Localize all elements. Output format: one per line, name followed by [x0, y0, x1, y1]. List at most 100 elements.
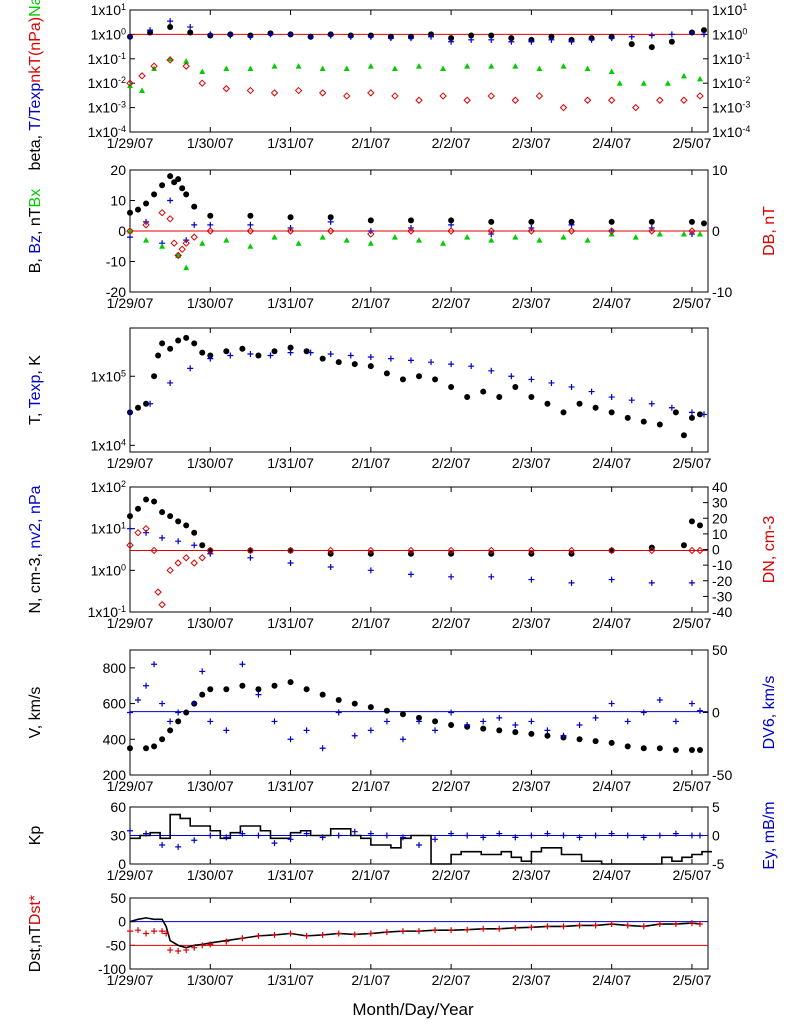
panel-1-series-0-point-11	[207, 212, 214, 219]
panel-3-y2tick-label-2: -20	[712, 573, 732, 589]
panel-5-xtick-label-4: 2/2/07	[432, 867, 471, 883]
panel-1-series-2-point-20	[560, 234, 567, 240]
panel-2-ytick-label-0: 1x104	[91, 437, 126, 453]
panel-3-series-0-point-2	[143, 496, 150, 503]
panel-3-xtick-label-0: 1/29/07	[107, 615, 154, 631]
panel-0-ylabel-part-3: Na/Np	[27, 0, 44, 17]
panel-5-series-1-point-15	[367, 830, 374, 837]
panel-6-series-1-point-28	[480, 925, 487, 932]
panel-0-ylabel-part-0: beta,	[27, 131, 44, 171]
panel-3-xtick-label-1: 1/30/07	[187, 615, 234, 631]
panel-1-series-3-point-0	[126, 227, 134, 235]
panel-1-series-0-point-13	[287, 214, 294, 221]
panel-2-series-0-point-14	[255, 352, 262, 359]
panel-3-series-0-point-22	[680, 542, 687, 549]
panel-3-series-0-point-20	[608, 547, 615, 554]
panel-6-xtick-label-4: 2/2/07	[432, 972, 471, 988]
panel-5-series-1-point-18	[416, 842, 422, 848]
panel-6-series-1-point-40	[672, 921, 679, 928]
panel-0-series-1-point-12	[367, 33, 374, 40]
panel-2-series-0-point-3	[151, 373, 158, 380]
panel-3-series-2-point-17	[447, 546, 455, 555]
panel-4-series-0-point-3	[159, 736, 166, 743]
panel-0-series-2-point-10	[319, 65, 326, 72]
panel-2-series-0-point-5	[159, 340, 166, 347]
panel-6-series-1-point-7	[175, 948, 182, 955]
panel-5-series-1-point-16	[383, 832, 390, 839]
panel-2-series-0-point-13	[239, 345, 246, 352]
panel-1-ylabel-part-3: Bx	[27, 189, 44, 208]
panel-4-ytick-label-0: 200	[103, 767, 127, 783]
panel-0-series-1-point-9	[307, 33, 314, 40]
panel-0-series-2-point-21	[584, 65, 591, 72]
panel-3-series-2-point-3	[150, 546, 158, 555]
panel-4-series-1-point-33	[592, 714, 599, 721]
panel-2-series-0-point-1	[135, 404, 142, 411]
panel-5-series-1-point-21	[464, 832, 471, 839]
panel-5-series-1-point-17	[399, 834, 406, 841]
panel-4-series-1-point-7	[191, 700, 198, 707]
panel-2-series-1-point-3	[187, 365, 194, 372]
panel-1-series-3-point-1	[142, 221, 150, 229]
panel-5-xtick-label-7: 2/5/07	[672, 867, 711, 883]
panel-1-series-2-point-9	[295, 240, 302, 246]
panel-2-series-0-point-6	[167, 345, 174, 352]
panel-1-series-0-point-19	[528, 218, 535, 225]
panel-1-series-1-point-3	[167, 197, 174, 204]
panel-0-frame	[129, 9, 709, 133]
panel-0-series-1-point-24	[608, 35, 615, 42]
panel-0-series-2-point-15	[440, 65, 447, 72]
panel-0-series-0-point-3	[187, 29, 194, 36]
panel-1-series-3-point-2	[158, 208, 166, 217]
panel-0-series-3-point-24	[656, 96, 664, 104]
panel-4-series-1-point-10	[223, 727, 230, 734]
panel-2-series-0-point-42	[688, 414, 695, 421]
panel-4-series-0-point-32	[576, 736, 583, 743]
panel-0-series-1-point-10	[327, 32, 334, 39]
panel-5-series-1-point-32	[640, 834, 647, 841]
panel-6-series-1-point-37	[624, 922, 631, 929]
panel-2-series-1-point-8	[287, 349, 294, 356]
panel-5-series-1-point-11	[303, 830, 310, 837]
panel-1-series-1-point-6	[191, 221, 198, 228]
panel-1-series-3-point-5	[174, 251, 182, 260]
panel-2-series-0-point-38	[640, 418, 647, 425]
panel-2-series-1-point-12	[367, 354, 374, 361]
panel-3-series-1-point-1	[143, 529, 150, 536]
panel-2-series-1-point-7	[267, 352, 274, 359]
panel-3-xtick-label-3: 2/1/07	[351, 615, 390, 631]
panel-0-series-2-point-23	[616, 80, 623, 86]
panel-1-series-2-point-18	[512, 234, 519, 240]
panel-1-y2tick-label-1: 0	[712, 223, 720, 239]
panel-5-series-1-point-27	[560, 832, 567, 839]
panel-2-series-1-point-10	[327, 351, 334, 358]
panel-4-xtick-label-2: 1/31/07	[267, 778, 314, 794]
panel-2-series-0-point-26	[448, 383, 455, 390]
panel-5-ylabel-part-0: Kp	[27, 826, 44, 846]
panel-4-series-0-point-18	[351, 700, 358, 707]
panel-4-series-0-point-10	[223, 686, 230, 693]
panel-3-series-1-point-6	[247, 554, 254, 561]
panel-5-ytick-label-0: 0	[118, 856, 126, 872]
panel-2-xtick-label-7: 2/5/07	[672, 455, 711, 471]
panel-2-xtick-label-6: 2/4/07	[592, 455, 631, 471]
panel-5-xtick-label-5: 2/3/07	[512, 867, 551, 883]
panel-0-ylabel: beta, T/TexpnkT(nPa)Na/Np	[27, 0, 44, 170]
panel-5-series-1-point-29	[592, 832, 599, 839]
panel-1-series-3-point-15	[447, 227, 455, 235]
panel-3-series-2-point-23	[688, 546, 696, 555]
panel-2-series-1-point-27	[668, 404, 675, 411]
panel-4-series-1-point-23	[432, 727, 439, 734]
panel-1-series-2-point-7	[247, 243, 254, 249]
panel-4-series-0-point-1	[143, 745, 150, 752]
panel-4-series-1-point-9	[207, 718, 214, 725]
panel-4-series-1-point-3	[151, 661, 158, 668]
panel-0-series-3-point-11	[343, 92, 351, 100]
panel-3-xtick-label-6: 2/4/07	[592, 615, 631, 631]
panel-2-series-0-point-30	[512, 383, 519, 390]
panel-4-series-1-point-34	[608, 700, 615, 707]
panel-0-series-3-point-13	[391, 92, 399, 100]
panel-2-series-1-point-20	[528, 376, 535, 383]
panel-6-series-1-point-31	[528, 924, 535, 931]
panel-2-series-0-point-34	[576, 400, 583, 407]
